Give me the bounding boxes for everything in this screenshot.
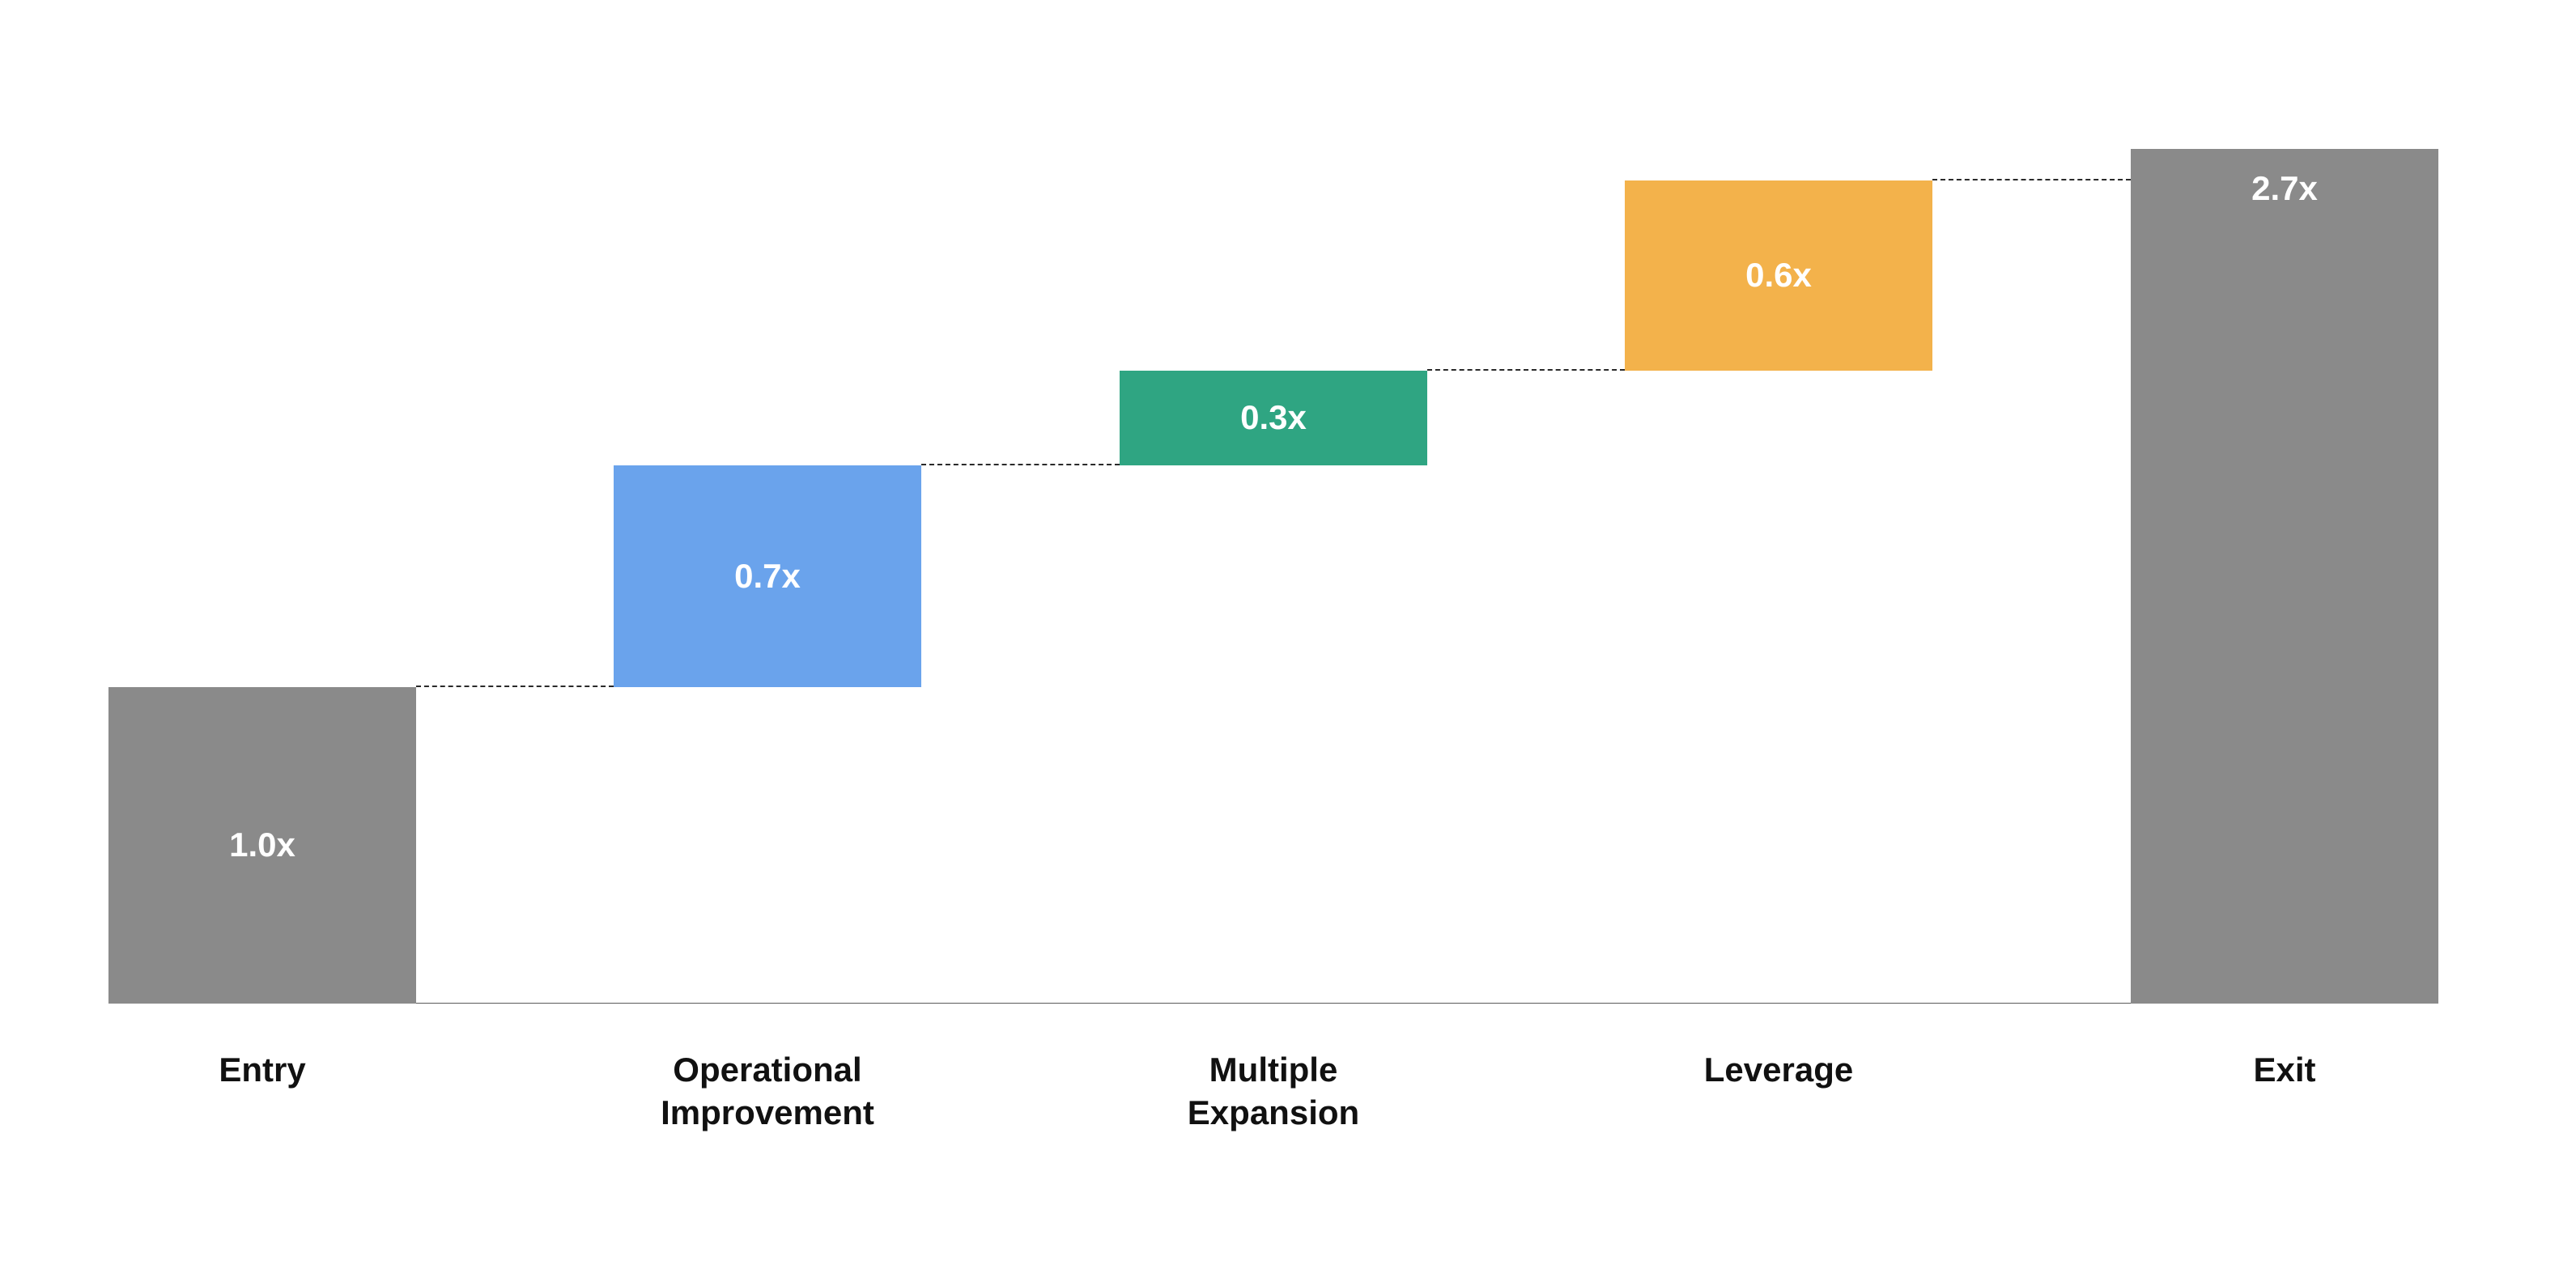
bar-value-label: 0.6x [1625,256,1932,295]
waterfall-connector [416,686,614,687]
waterfall-bar: 0.3x [1120,371,1427,465]
bar-value-label: 0.3x [1120,398,1427,437]
bar-value-label: 2.7x [2131,149,2438,208]
x-axis-baseline [108,1003,2438,1004]
axis-category-label: Exit [2074,1049,2495,1092]
waterfall-bar: 0.6x [1625,180,1932,371]
plot-area: 1.0x 0.7x 0.3x 0.6x 2.7x [108,149,2438,1004]
waterfall-bar: 0.7x [614,465,921,687]
axis-category-label: Operational Improvement [557,1049,978,1134]
waterfall-connector [921,464,1120,465]
axis-category-label: Entry [52,1049,473,1092]
waterfall-bar: 2.7x [2131,149,2438,1004]
waterfall-connector [1427,369,1625,371]
bar-value-label: 0.7x [614,557,921,596]
waterfall-connector [1932,179,2131,180]
bar-value-label: 1.0x [108,826,416,864]
axis-category-label: Multiple Expansion [1063,1049,1484,1134]
axis-category-label: Leverage [1568,1049,1989,1092]
waterfall-chart: 1.0x 0.7x 0.3x 0.6x 2.7x Entry Operational Im… [0,0,2576,1282]
waterfall-bar: 1.0x [108,687,416,1004]
